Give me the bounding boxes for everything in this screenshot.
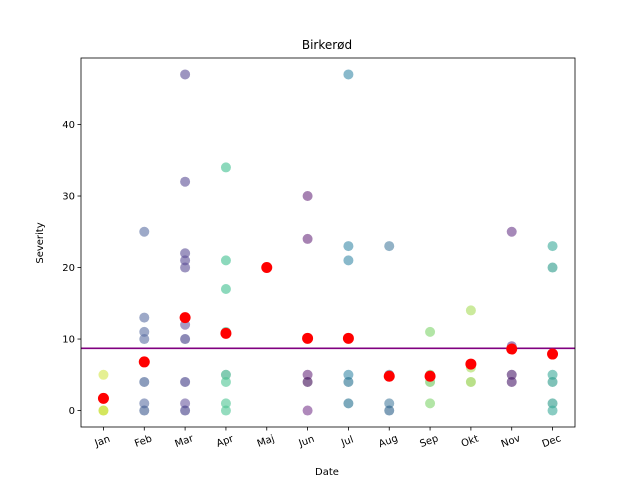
data-point — [384, 405, 395, 416]
data-point — [547, 398, 558, 409]
data-point — [343, 369, 354, 380]
data-point — [547, 405, 558, 416]
y-tick-label: 40 — [62, 120, 75, 131]
data-point — [220, 405, 231, 416]
data-point — [180, 334, 191, 345]
data-point — [220, 255, 231, 266]
data-point — [384, 241, 395, 252]
data-point — [180, 398, 191, 409]
data-point — [139, 405, 150, 416]
data-point — [302, 233, 313, 244]
data-point — [180, 376, 191, 387]
data-point — [302, 369, 313, 380]
data-point — [343, 241, 354, 252]
data-point — [220, 398, 231, 409]
data-point — [547, 369, 558, 380]
data-point — [465, 305, 476, 316]
data-point — [465, 376, 476, 387]
x-tick-label: Jun — [297, 434, 316, 450]
data-point — [139, 226, 150, 237]
data-point — [343, 255, 354, 266]
data-point — [98, 369, 109, 380]
data-point — [302, 376, 313, 387]
y-axis-label: Severity — [35, 222, 46, 263]
monthly-mean-point — [342, 332, 354, 344]
data-point — [139, 398, 150, 409]
data-point — [425, 326, 436, 337]
data-point — [302, 191, 313, 202]
axes-frame — [80, 57, 576, 428]
data-point — [384, 398, 395, 409]
monthly-mean-point — [506, 343, 518, 355]
y-tick-label: 30 — [62, 192, 75, 203]
data-point — [302, 405, 313, 416]
data-point — [98, 405, 109, 416]
chart-title: Birkerød — [302, 38, 352, 52]
data-point — [506, 376, 517, 387]
monthly-mean-point — [547, 348, 559, 360]
data-point — [506, 369, 517, 380]
data-point — [139, 312, 150, 323]
data-point — [547, 262, 558, 273]
data-point — [139, 376, 150, 387]
data-point — [180, 262, 191, 273]
x-tick-label: Jan — [93, 434, 112, 450]
data-point — [220, 369, 231, 380]
data-point — [343, 398, 354, 409]
monthly-mean-point — [220, 327, 232, 339]
data-point — [343, 69, 354, 80]
data-point — [547, 376, 558, 387]
x-axis-label: Date — [315, 467, 339, 478]
data-point — [180, 255, 191, 266]
monthly-mean-point — [138, 356, 150, 368]
data-point — [180, 69, 191, 80]
data-point — [180, 405, 191, 416]
monthly-mean-point — [179, 312, 191, 324]
data-point — [180, 176, 191, 187]
monthly-mean-point — [465, 358, 477, 370]
y-tick-label: 0 — [69, 406, 75, 417]
y-tick-label: 10 — [62, 335, 75, 346]
data-point — [547, 241, 558, 252]
monthly-mean-point — [383, 370, 395, 382]
monthly-mean-point — [424, 370, 436, 382]
monthly-mean-point — [261, 262, 273, 274]
x-tick-label: Jul — [339, 434, 355, 449]
data-point — [343, 376, 354, 387]
data-point — [180, 248, 191, 259]
data-point — [139, 334, 150, 345]
data-point — [220, 283, 231, 294]
data-point — [506, 226, 517, 237]
data-point — [139, 326, 150, 337]
monthly-mean-point — [302, 332, 314, 344]
data-point — [220, 162, 231, 173]
y-tick-label: 20 — [62, 263, 75, 274]
monthly-mean-point — [97, 392, 109, 404]
data-point — [425, 398, 436, 409]
data-point — [220, 376, 231, 387]
